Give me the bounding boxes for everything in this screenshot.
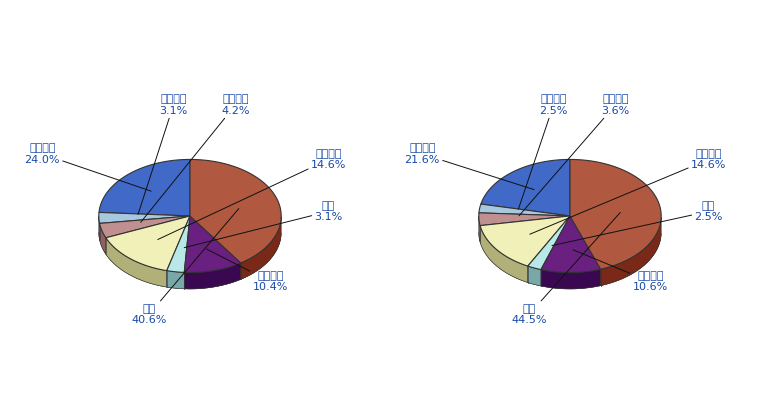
Polygon shape [100,223,106,254]
Polygon shape [527,216,570,269]
Polygon shape [106,233,190,287]
Polygon shape [106,216,190,271]
Text: 物体打击
3.1%: 物体打击 3.1% [138,94,188,215]
Text: 其他伤害
21.6%: 其他伤害 21.6% [404,143,534,190]
Polygon shape [570,233,661,286]
Text: 坍塌
44.5%: 坍塌 44.5% [511,212,620,325]
Polygon shape [541,233,600,289]
Text: 车辆伤害
4.2%: 车辆伤害 4.2% [141,94,250,222]
Polygon shape [190,233,281,279]
Polygon shape [480,233,570,282]
Polygon shape [541,216,600,272]
Polygon shape [479,233,570,242]
Polygon shape [480,225,527,282]
Polygon shape [106,238,166,287]
Polygon shape [241,217,281,279]
Polygon shape [99,159,190,216]
Polygon shape [100,216,190,238]
Polygon shape [527,266,541,286]
Text: 触电
3.1%: 触电 3.1% [184,201,343,248]
Text: 高处坠落
10.6%: 高处坠落 10.6% [573,250,668,292]
Polygon shape [541,269,600,289]
Polygon shape [600,217,661,286]
Text: 触电
2.5%: 触电 2.5% [552,201,723,246]
Polygon shape [166,271,184,289]
Text: 起重伤害
14.6%: 起重伤害 14.6% [530,149,727,234]
Polygon shape [99,216,100,240]
Polygon shape [479,204,570,216]
Polygon shape [166,216,190,272]
Polygon shape [480,216,570,266]
Polygon shape [99,212,190,223]
Polygon shape [479,213,570,225]
Polygon shape [166,233,190,289]
Text: 物体打击
2.5%: 物体打击 2.5% [518,94,568,209]
Polygon shape [479,216,480,242]
Polygon shape [481,159,570,216]
Text: 车辆伤害
3.6%: 车辆伤害 3.6% [519,94,630,216]
Polygon shape [99,233,190,240]
Text: 高处坠落
10.4%: 高处坠落 10.4% [206,249,288,292]
Polygon shape [570,159,661,269]
Polygon shape [190,159,281,263]
Polygon shape [184,216,241,272]
Text: 起重伤害
14.6%: 起重伤害 14.6% [158,149,347,240]
Polygon shape [100,233,190,254]
Text: 其他伤害
24.0%: 其他伤害 24.0% [24,143,151,191]
Polygon shape [184,263,241,289]
Text: 坍塌
40.6%: 坍塌 40.6% [131,209,239,325]
Polygon shape [184,233,241,289]
Polygon shape [527,233,570,286]
